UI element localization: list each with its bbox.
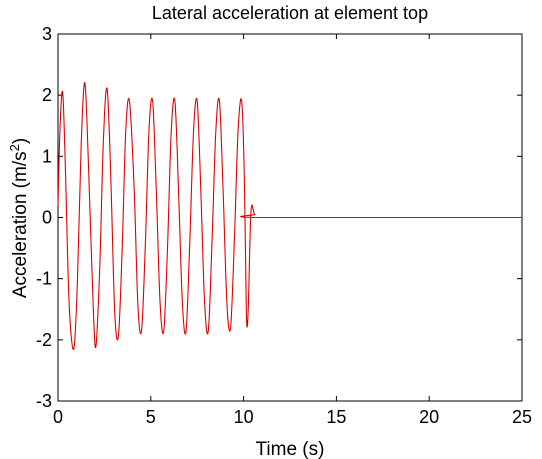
x-tick-label-0: 0: [53, 407, 63, 427]
y-axis-label: Acceleration (m/s2): [7, 138, 32, 298]
x-tick-label-5: 25: [512, 407, 532, 427]
y-axis-label-close: ): [10, 138, 31, 144]
chart-title: Lateral acceleration at element top: [152, 3, 428, 23]
y-tick-label-6: 3: [42, 24, 52, 44]
y-axis: -3 -2 -1 0 1 2 3: [36, 24, 522, 411]
x-tick-label-4: 20: [419, 407, 439, 427]
x-axis: 0 5 10 15 20 25: [53, 34, 532, 427]
y-tick-label-2: -1: [36, 269, 52, 289]
y-axis-label-main: Acceleration (m/s: [10, 151, 31, 298]
x-axis-label: Time (s): [256, 439, 325, 459]
x-tick-label-2: 10: [234, 407, 254, 427]
y-tick-label-0: -3: [36, 391, 52, 411]
y-axis-label-superscript: 2: [7, 144, 22, 151]
x-tick-label-1: 5: [146, 407, 156, 427]
acceleration-series-line: [57, 82, 522, 350]
y-tick-label-3: 0: [42, 208, 52, 228]
y-tick-label-1: -2: [36, 330, 52, 350]
y-tick-label-5: 2: [42, 85, 52, 105]
y-tick-label-4: 1: [42, 146, 52, 166]
x-tick-label-3: 15: [326, 407, 346, 427]
